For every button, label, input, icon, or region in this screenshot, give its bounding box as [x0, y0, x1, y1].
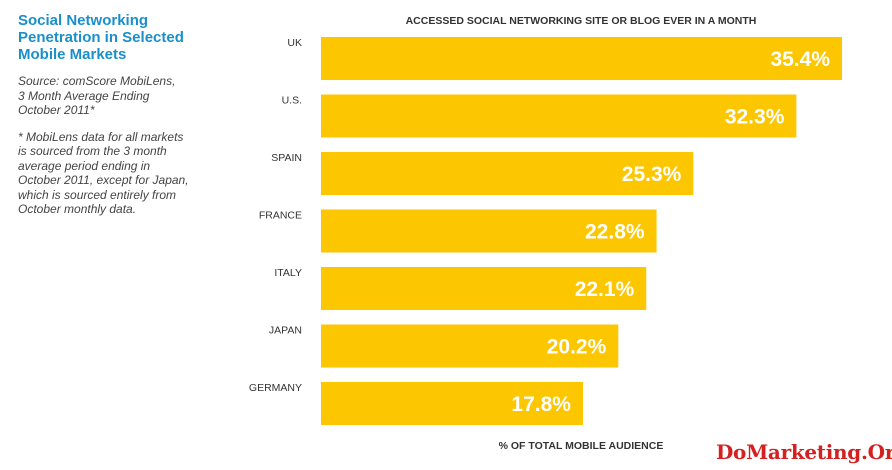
bar-value-label: 22.8% [585, 221, 645, 244]
bar [321, 94, 797, 138]
bar [321, 37, 842, 80]
category-label: U.S. [282, 95, 302, 107]
bar [321, 324, 619, 368]
bar [321, 209, 657, 253]
category-label: GERMANY [249, 382, 302, 394]
category-label: JAPAN [269, 325, 302, 337]
bar-value-label: 32.3% [725, 106, 785, 129]
sidebar: Social Networking Penetration in Selecte… [18, 12, 223, 229]
category-label: FRANCE [259, 210, 302, 222]
source-note: Source: comScore MobiLens, 3 Month Avera… [18, 74, 176, 117]
bar-value-label: 35.4% [770, 48, 830, 71]
bars-group: UK 35.4% U.S. 32.3% SPAIN 25.3% FRANCE 22.8% ITA… [249, 37, 842, 425]
bar [321, 152, 694, 195]
bar-value-label: 25.3% [622, 163, 682, 186]
sidebar-title: Social Networking Penetration in Selecte… [18, 12, 184, 63]
watermark-logo: DoMarketing.Org [716, 440, 892, 464]
bar-value-label: 20.2% [547, 336, 607, 359]
bar [321, 267, 647, 310]
category-label: SPAIN [271, 152, 302, 164]
x-axis-label: % OF TOTAL MOBILE AUDIENCE [499, 440, 664, 452]
bar-value-label: 17.8% [511, 393, 571, 416]
category-label: ITALY [274, 267, 302, 279]
chart-title: ACCESSED SOCIAL NETWORKING SITE OR BLOG … [406, 15, 757, 27]
footnote: * MobiLens data for all markets is sourc… [18, 129, 189, 217]
category-label: UK [287, 37, 302, 49]
bar-value-label: 22.1% [575, 278, 635, 301]
bar [321, 382, 583, 425]
